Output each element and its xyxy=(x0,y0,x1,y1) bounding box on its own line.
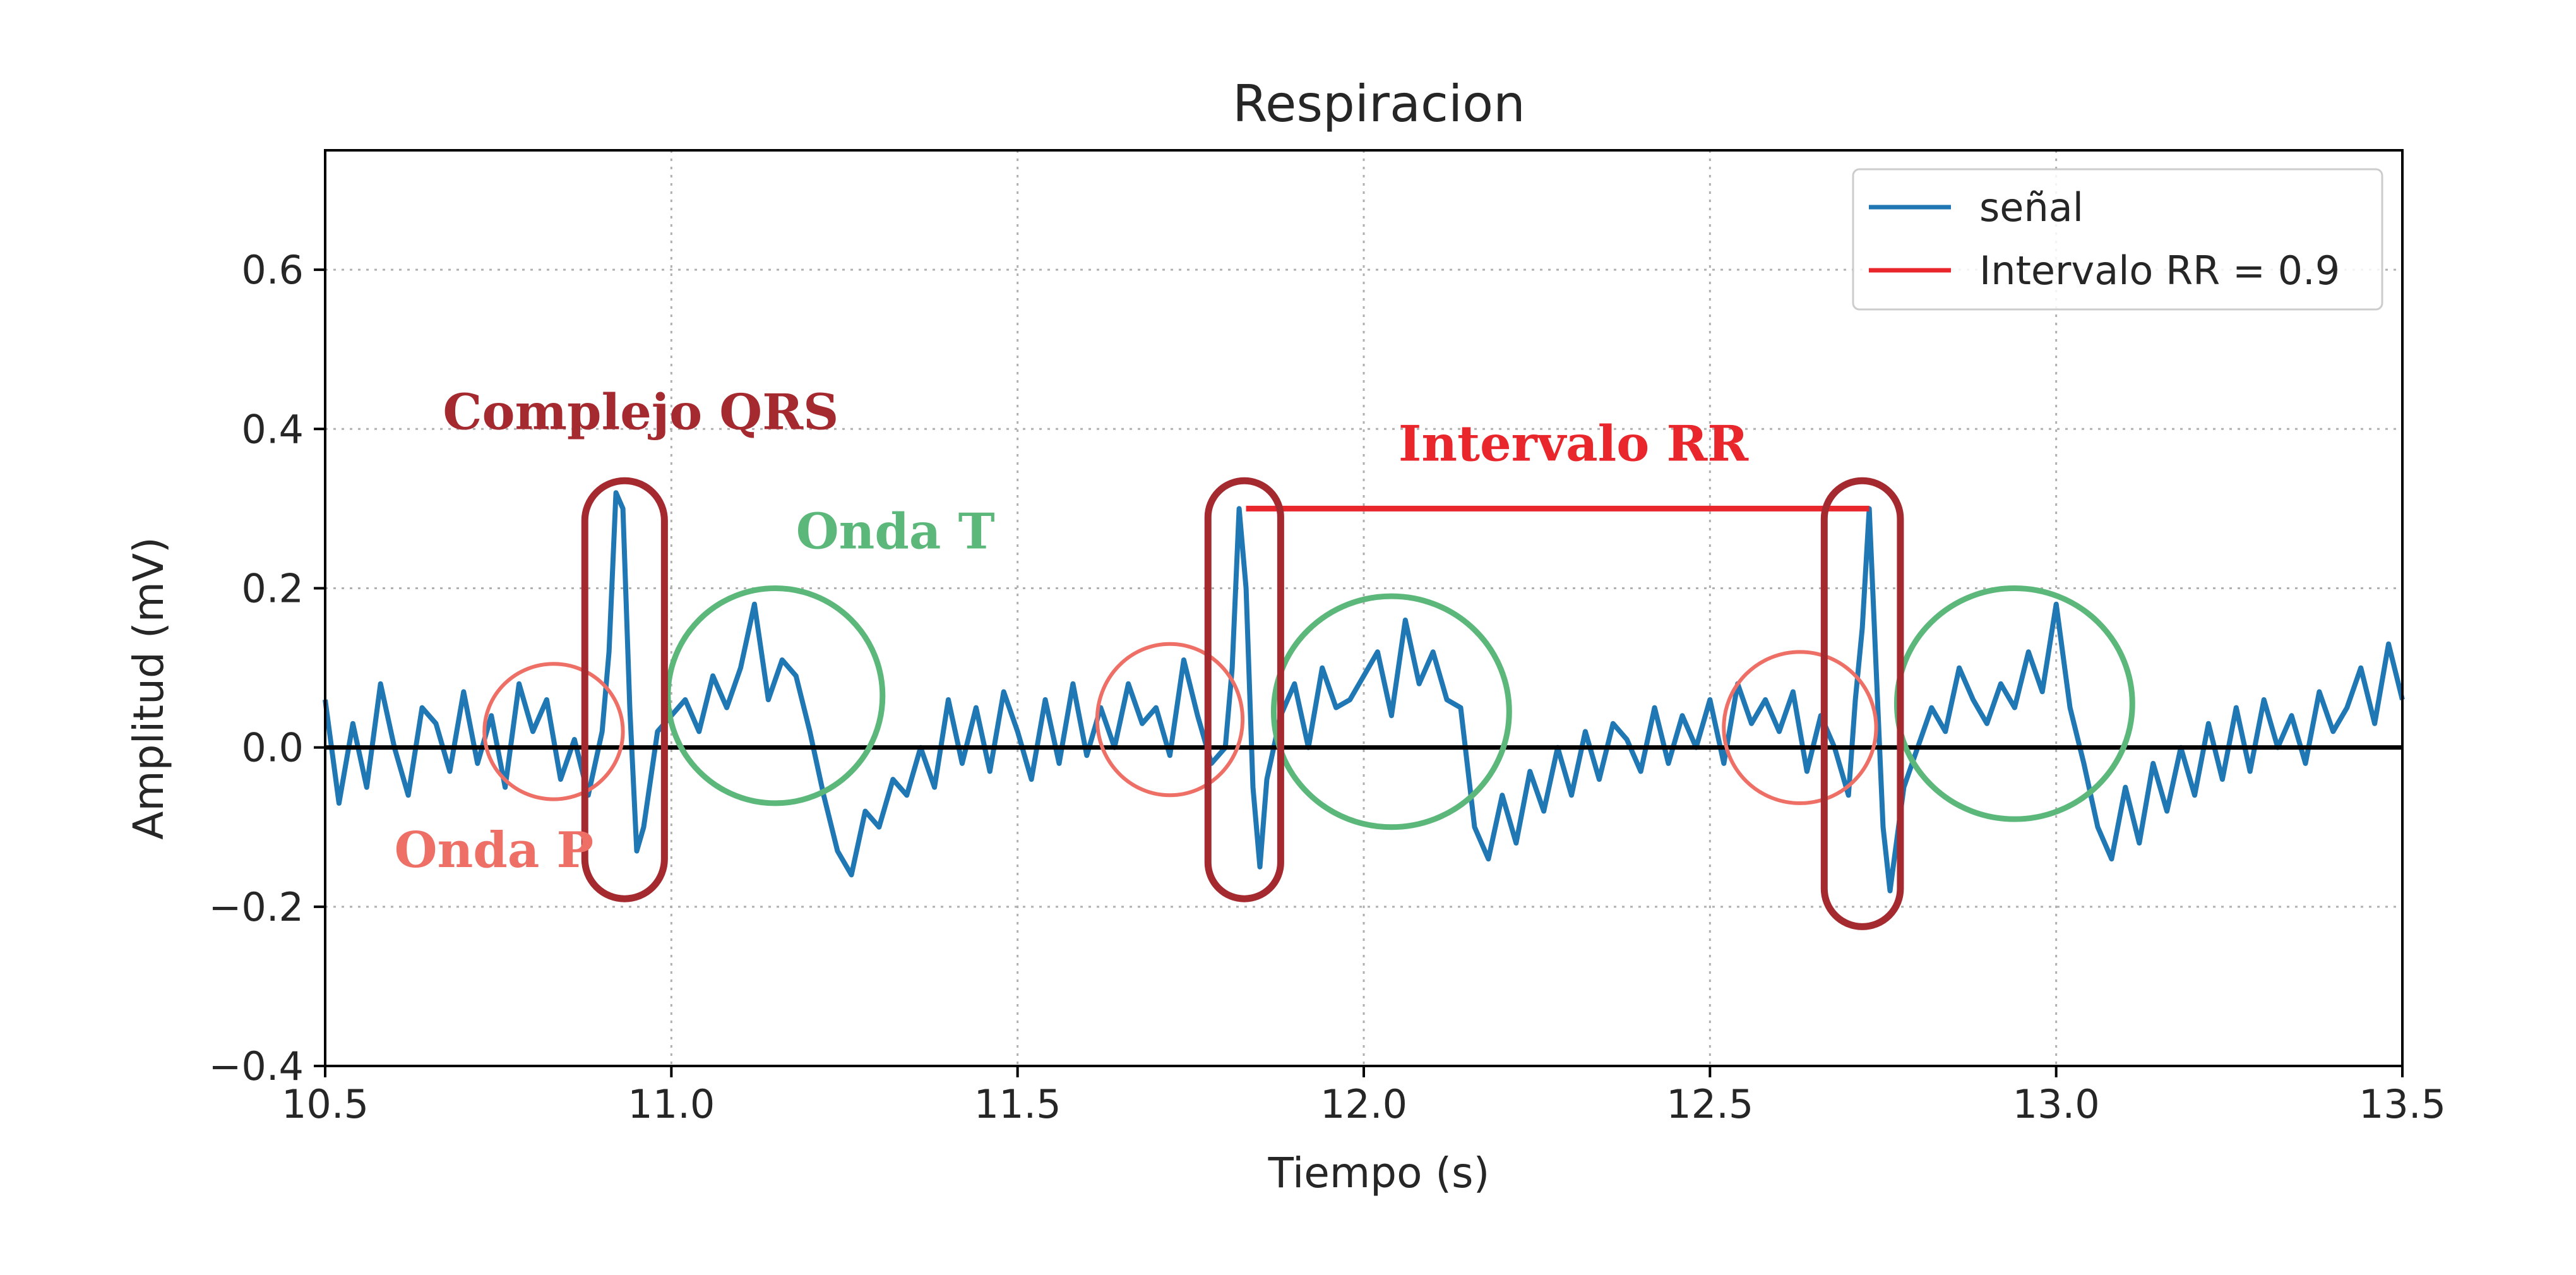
x-tick-label: 12.0 xyxy=(1320,1081,1407,1127)
qrs-complex-box xyxy=(581,477,668,902)
x-tick-label: 12.5 xyxy=(1666,1081,1753,1127)
x-axis-title: Tiempo (s) xyxy=(1268,1149,1490,1197)
p-wave-circle xyxy=(482,662,625,801)
chart-title: Respiracion xyxy=(1232,75,1525,133)
annotation-layer: Complejo QRS Onda T Intervalo RR Onda P xyxy=(395,383,2135,930)
legend-box xyxy=(1852,168,2383,311)
qrs-complex-box xyxy=(1820,477,1904,930)
y-tick-label: −0.4 xyxy=(208,1043,304,1089)
p-wave-circle xyxy=(1095,642,1245,798)
p-wave-circle xyxy=(1722,650,1878,805)
plot-frame xyxy=(324,149,2404,1067)
y-tick-label: 0.4 xyxy=(241,406,304,452)
x-tick-label: 10.5 xyxy=(282,1081,369,1127)
y-tick-label: 0.6 xyxy=(241,247,304,293)
legend-label-rr-interval: Intervalo RR = 0.9 xyxy=(1979,248,2340,294)
annotation-t: Onda T xyxy=(796,503,995,560)
legend-label-signal: señal xyxy=(1979,184,2084,230)
qrs-complex-box xyxy=(1204,477,1284,902)
x-tick-label: 11.0 xyxy=(628,1081,715,1127)
y-tick-label: −0.2 xyxy=(208,884,304,930)
t-wave-circle xyxy=(1270,593,1512,830)
axis-ticks: 10.5 11.0 11.5 12.0 12.5 13.0 13.5 −0.4 −0.2 0.0 0… xyxy=(208,247,2446,1127)
annotation-p: Onda P xyxy=(395,822,594,879)
y-axis-title: Amplitud (mV) xyxy=(124,537,173,840)
x-tick-label: 13.5 xyxy=(2359,1081,2446,1127)
annotation-rr: Intervalo RR xyxy=(1398,416,1749,473)
x-tick-label: 13.0 xyxy=(2013,1081,2100,1127)
annotation-qrs: Complejo QRS xyxy=(443,383,838,441)
plot-area xyxy=(323,490,2405,894)
y-tick-label: 0.0 xyxy=(241,725,304,771)
signal-line xyxy=(323,490,2405,894)
x-tick-label: 11.5 xyxy=(974,1081,1061,1127)
legend: señal Intervalo RR = 0.9 xyxy=(1852,168,2383,311)
y-tick-label: 0.2 xyxy=(241,565,304,611)
